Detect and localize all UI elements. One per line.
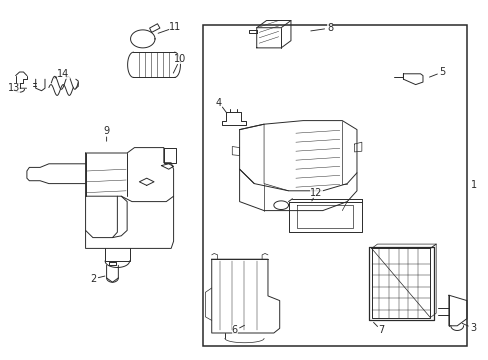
Text: 2: 2 [90, 274, 96, 284]
Text: 3: 3 [469, 323, 475, 333]
Text: 12: 12 [309, 188, 322, 198]
Bar [203, 25, 466, 346]
Text: 8: 8 [326, 23, 332, 33]
Text: 9: 9 [103, 126, 109, 136]
Text: 6: 6 [231, 325, 237, 336]
Text: 5: 5 [439, 67, 445, 77]
Text: 1: 1 [470, 180, 476, 190]
Text: 10: 10 [173, 54, 186, 64]
Text: 13: 13 [7, 83, 20, 93]
Text: 4: 4 [216, 98, 222, 108]
Text: 11: 11 [168, 22, 181, 32]
Text: 7: 7 [378, 325, 384, 336]
Text: 14: 14 [57, 69, 70, 79]
